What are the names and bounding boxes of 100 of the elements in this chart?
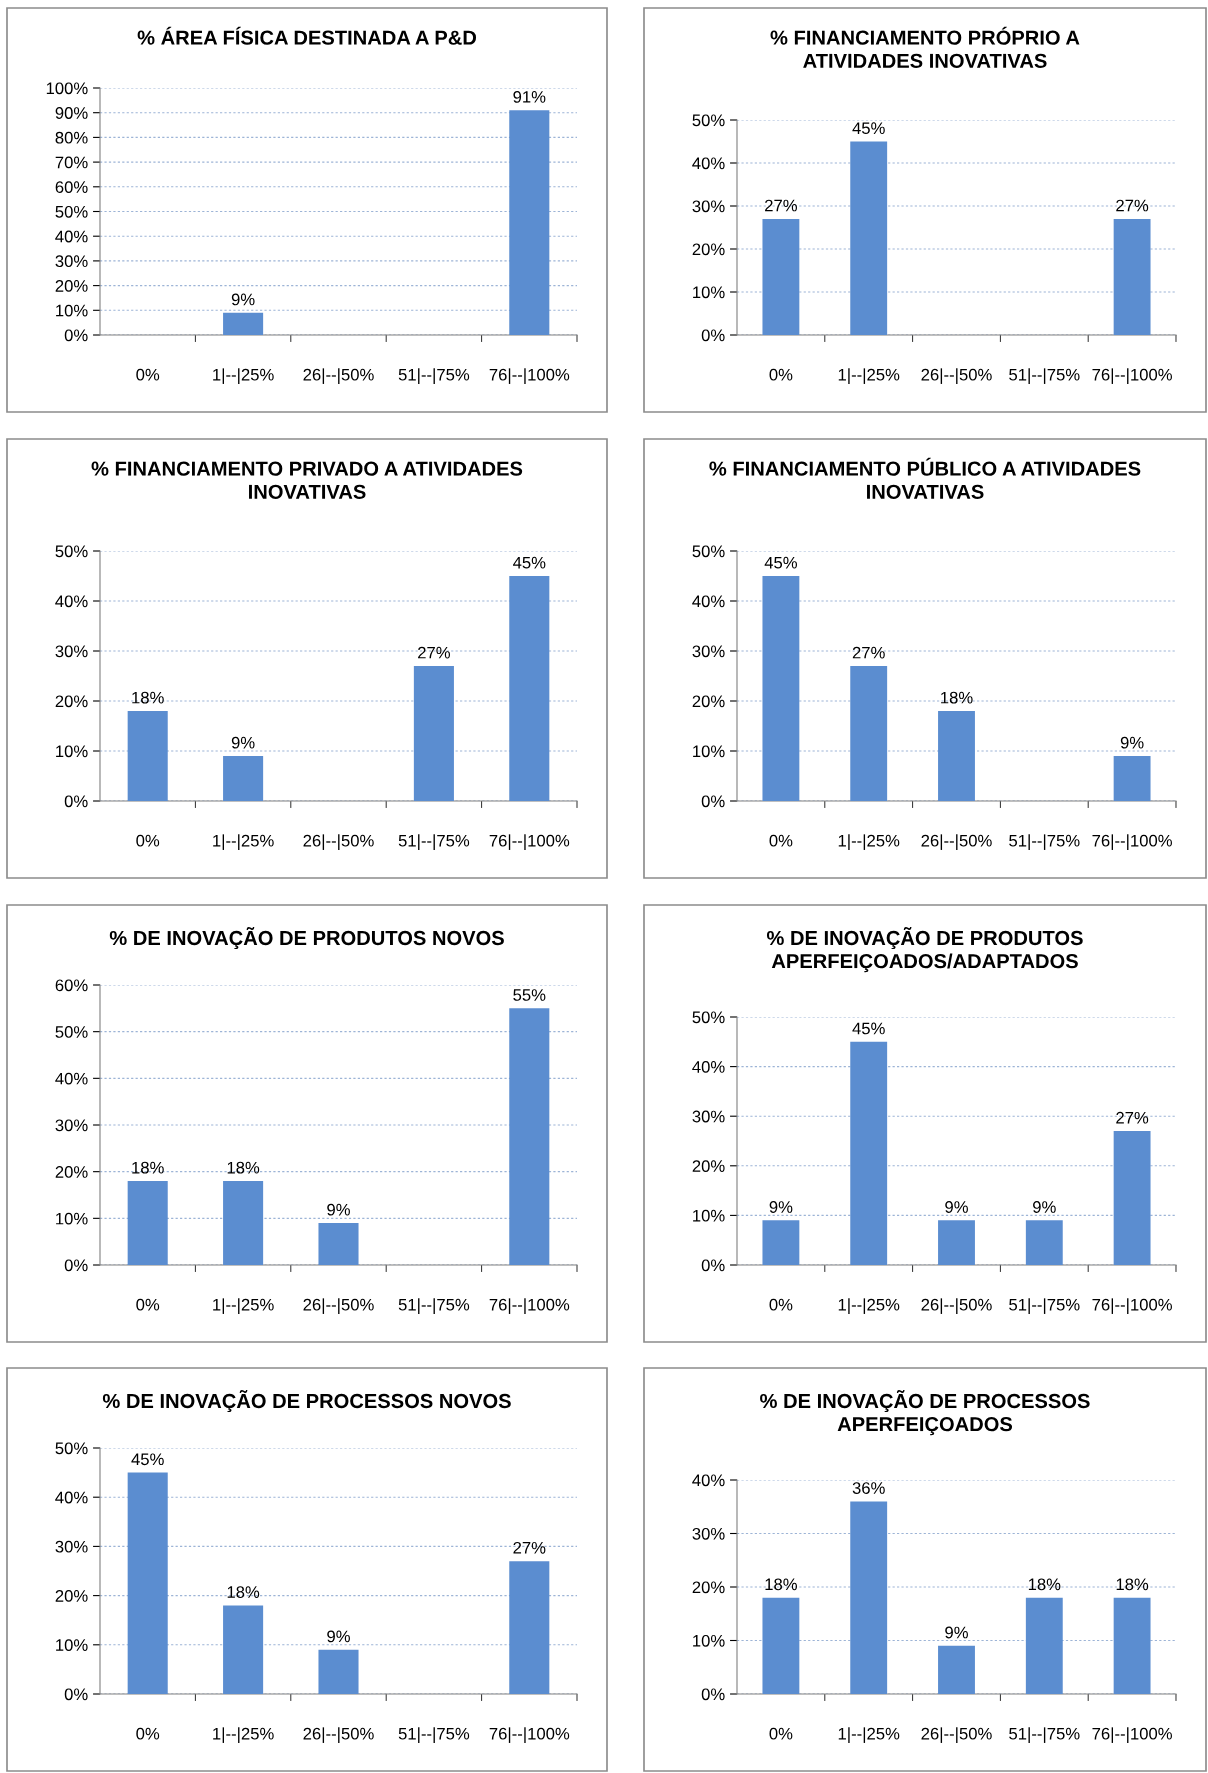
x-tick-label: 26|--|50% — [303, 368, 374, 384]
y-tick-label: 50% — [55, 1442, 88, 1455]
x-tick-label: 76|--|100% — [1092, 1727, 1172, 1743]
data-label: 45% — [513, 556, 546, 569]
y-tick-label: 50% — [55, 205, 88, 218]
data-label: 9% — [945, 1626, 968, 1639]
y-tick-label: 40% — [692, 1061, 725, 1073]
data-label: 9% — [327, 1203, 350, 1216]
x-tick-label: 76|--|100% — [489, 368, 570, 384]
y-tick-label: 0% — [701, 1259, 725, 1272]
y-tick-label: 10% — [693, 1634, 725, 1647]
y-tick-label: 10% — [56, 1212, 88, 1225]
x-tick-label: 76|--|100% — [489, 1727, 570, 1743]
y-tick-label: 70% — [55, 156, 88, 169]
y-tick-label: 10% — [56, 745, 88, 758]
data-label: 9% — [1120, 736, 1144, 749]
data-label: 91% — [513, 90, 546, 103]
y-tick-label: 40% — [55, 595, 88, 608]
chart-title: % FINANCIAMENTO PRIVADO A ATIVIDADES INOVATIVAS — [91, 461, 523, 499]
bar — [1113, 1131, 1151, 1265]
x-tick-label: 0% — [136, 1727, 160, 1740]
x-tick-label: 1|--|25% — [838, 368, 900, 384]
y-tick-label: 30% — [55, 645, 88, 658]
x-tick-label: 26|--|50% — [303, 1298, 374, 1314]
data-label: 9% — [231, 293, 255, 306]
y-tick-label: 20% — [55, 280, 88, 292]
y-tick-label: 0% — [701, 795, 725, 808]
x-tick-label: 76|--|100% — [1092, 834, 1172, 850]
bar — [1113, 756, 1151, 801]
data-label: 45% — [852, 1022, 885, 1035]
y-tick-label: 60% — [55, 979, 88, 992]
bar — [509, 1561, 550, 1694]
y-tick-label: 10% — [693, 1209, 725, 1222]
bar — [223, 1181, 264, 1265]
x-tick-label: 1|--|25% — [838, 834, 900, 850]
x-tick-label: 26|--|50% — [921, 834, 992, 850]
x-tick-label: 51|--|75% — [1009, 368, 1080, 384]
y-tick-label: 20% — [692, 695, 725, 708]
y-tick-label: 50% — [692, 1011, 725, 1024]
bar — [318, 1649, 359, 1694]
bar — [223, 1605, 264, 1694]
bar — [127, 1181, 168, 1265]
bar — [318, 1223, 359, 1265]
data-label: 9% — [945, 1201, 968, 1213]
data-label: 18% — [227, 1586, 260, 1598]
y-tick-label: 50% — [55, 1026, 88, 1038]
x-tick-label: 26|--|50% — [921, 1298, 992, 1314]
data-label: 27% — [1116, 1111, 1149, 1124]
y-tick-label: 0% — [701, 329, 725, 342]
data-label: 27% — [765, 199, 797, 212]
bar — [127, 1472, 168, 1694]
x-tick-label: 0% — [769, 1298, 793, 1311]
x-tick-label: 51|--|75% — [1009, 1298, 1080, 1314]
x-tick-label: 26|--|50% — [921, 1727, 992, 1743]
data-label: 45% — [131, 1453, 164, 1466]
y-tick-label: 30% — [692, 200, 725, 213]
bar — [938, 1645, 975, 1694]
data-label: 27% — [852, 646, 885, 659]
chart-title: % FINANCIAMENTO PÚBLICO A ATIVIDADES INOVATIVAS — [709, 457, 1141, 499]
data-label: 9% — [1033, 1201, 1056, 1213]
data-label: 18% — [1028, 1578, 1061, 1591]
x-tick-label: 0% — [769, 1727, 793, 1740]
bar — [509, 1008, 550, 1265]
y-tick-label: 50% — [692, 545, 725, 558]
data-label: 45% — [764, 556, 797, 569]
y-tick-label: 50% — [692, 114, 725, 127]
y-tick-label: 20% — [692, 1581, 725, 1594]
y-tick-label: 100% — [46, 82, 88, 95]
y-tick-label: 0% — [64, 795, 88, 808]
x-tick-label: 76|--|100% — [1092, 368, 1172, 384]
y-tick-label: 30% — [55, 255, 88, 268]
chart-title: % ÁREA FÍSICA DESTINADA A P&D — [137, 26, 477, 45]
y-tick-label: 30% — [692, 1110, 725, 1123]
data-label: 18% — [1116, 1578, 1149, 1591]
bar — [850, 1501, 888, 1694]
y-tick-label: 40% — [692, 1474, 725, 1487]
data-label: 18% — [765, 1578, 797, 1591]
data-label: 18% — [132, 1161, 164, 1174]
x-tick-label: 0% — [136, 834, 160, 847]
x-tick-label: 76|--|100% — [489, 834, 570, 850]
bar — [1025, 1220, 1063, 1265]
data-label: 27% — [418, 646, 450, 659]
y-tick-label: 20% — [55, 1590, 88, 1602]
bar — [1113, 1597, 1151, 1694]
bar — [850, 1041, 888, 1265]
y-tick-label: 30% — [55, 1540, 88, 1553]
data-label: 27% — [1116, 199, 1149, 212]
y-tick-label: 60% — [55, 181, 88, 193]
y-tick-label: 90% — [55, 107, 88, 119]
y-tick-label: 40% — [55, 1072, 88, 1085]
bar — [509, 576, 550, 801]
x-tick-label: 1|--|25% — [213, 368, 274, 384]
x-tick-label: 76|--|100% — [489, 1298, 570, 1314]
data-label: 18% — [941, 691, 973, 704]
x-tick-label: 76|--|100% — [1092, 1298, 1172, 1314]
chart-title: % DE INOVAÇÃO DE PROCESSOS NOVOS — [102, 1390, 511, 1413]
x-tick-label: 1|--|25% — [213, 1298, 274, 1314]
data-label: 9% — [769, 1201, 793, 1213]
bar — [850, 666, 888, 801]
x-tick-label: 51|--|75% — [398, 1298, 470, 1314]
